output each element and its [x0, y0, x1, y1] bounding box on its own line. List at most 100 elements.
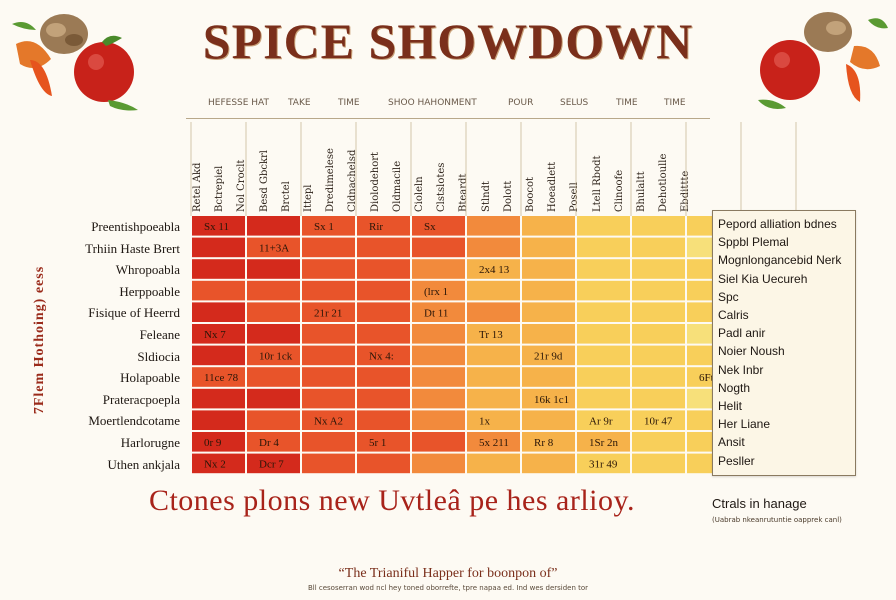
heatmap-cell — [357, 432, 410, 452]
legend-item: Sppbl Plemal — [718, 235, 789, 250]
heatmap-cell — [522, 367, 575, 387]
legend-item: Pesller — [718, 453, 755, 468]
heatmap-cell — [192, 410, 245, 430]
heatmap-cell — [632, 432, 685, 452]
heatmap-cell-label: Nx 4: — [369, 351, 394, 363]
heatmap-cell — [357, 324, 410, 344]
heatmap-cell — [247, 259, 300, 279]
row-label: Whropoabla — [115, 262, 180, 278]
heatmap-cell — [247, 367, 300, 387]
heatmap-cell — [522, 432, 575, 452]
heatmap-cell — [522, 302, 575, 322]
heatmap-cell — [357, 453, 410, 474]
heatmap-cell-label: 31r 49 — [589, 459, 618, 471]
heatmap-cell — [192, 432, 245, 452]
heatmap-cell — [357, 237, 410, 258]
legend-item: Calris — [718, 308, 749, 322]
row-label: Holapoable — [120, 370, 180, 386]
heatmap-cell — [577, 345, 630, 366]
heatmap-cell-label: 0r 9 — [204, 437, 222, 449]
top-header: TIME — [616, 98, 638, 108]
heatmap-cell — [632, 237, 685, 258]
legend-item: Noier Noush — [718, 344, 785, 359]
heatmap-cell-label: Nx 7 — [204, 329, 226, 341]
heatmap-cell — [522, 324, 575, 344]
heatmap-cell — [302, 453, 355, 474]
heatmap-cell — [522, 259, 575, 279]
heatmap-cell — [632, 367, 685, 387]
heatmap-cell-label: (lrx 1 — [424, 286, 448, 298]
legend-item: Siel Kia Uecureh — [718, 271, 808, 286]
top-header: SELUS — [560, 98, 589, 108]
heatmap-cell-label: 10r 1ck — [259, 351, 293, 363]
heatmap-cell — [577, 388, 630, 409]
heatmap-cell — [467, 367, 520, 387]
top-header: SHOO HAHONMENT — [388, 98, 477, 108]
heatmap-cell-label: Nx A2 — [314, 415, 343, 427]
heatmap-cell-label: 2x4 13 — [479, 264, 510, 276]
quote-subtext: Bll cesoserran wod ncl hey toned oborref… — [307, 584, 589, 592]
heatmap-cell — [412, 237, 465, 258]
heatmap-cell — [412, 432, 465, 452]
heatmap-cell — [522, 410, 575, 430]
legend-item: Helit — [718, 399, 743, 413]
heatmap-cell-label: Sx 1 — [314, 221, 334, 233]
heatmap-cell — [577, 237, 630, 258]
heatmap-cell — [632, 324, 685, 344]
heatmap-cell — [522, 388, 575, 409]
heatmap-frame — [186, 118, 710, 475]
heatmap-cell — [192, 324, 245, 344]
heatmap-cell — [412, 367, 465, 387]
heatmap-cell — [192, 367, 245, 387]
heatmap-cell — [577, 280, 630, 301]
heatmap-cell-label: 21r 9d — [534, 351, 563, 363]
heatmap-cell — [302, 259, 355, 279]
heatmap-cell — [412, 216, 465, 236]
heatmap-cell — [577, 367, 630, 387]
heatmap-cell-label: Dr 4 — [259, 437, 279, 449]
top-header: TIME — [338, 98, 360, 108]
heatmap-cell — [467, 280, 520, 301]
heatmap-cell-label: Rir — [369, 221, 383, 233]
heatmap-cell-label: 1x — [479, 415, 491, 427]
heatmap-cell — [357, 388, 410, 409]
heatmap-cell — [247, 410, 300, 430]
spice-vegetable-decoration-right — [750, 4, 890, 125]
row-label: Herppoable — [119, 283, 180, 299]
heatmap-cell — [302, 410, 355, 430]
heatmap-cell — [192, 388, 245, 409]
heatmap-cell — [302, 302, 355, 322]
heatmap-cell — [357, 367, 410, 387]
heatmap-cell — [522, 345, 575, 366]
heatmap-cell-label: 5x 211 — [479, 437, 509, 449]
heatmap-cell — [357, 302, 410, 322]
heatmap-cell — [192, 280, 245, 301]
heatmap-cell — [412, 302, 465, 322]
summary-caption: Ctones plons new Uvtleâ pe hes arlioy. — [0, 484, 896, 518]
heatmap-cell — [302, 432, 355, 452]
heatmap-cell — [357, 280, 410, 301]
heatmap-cell — [247, 388, 300, 409]
heatmap-cell — [467, 388, 520, 409]
legend-item: Padl anir — [718, 326, 766, 341]
heatmap-cell — [577, 432, 630, 452]
heatmap-cell-label: Dcr 7 — [259, 459, 284, 471]
heatmap-cell — [467, 345, 520, 366]
top-header: TIME — [664, 98, 686, 108]
heatmap-cell-label: 10r 47 — [644, 415, 673, 427]
heatmap-cell — [577, 324, 630, 344]
heatmap-cell — [247, 345, 300, 366]
heatmap-cell-label: 11+3A — [259, 243, 289, 255]
heatmap-cell — [632, 388, 685, 409]
heatmap-cell — [412, 410, 465, 430]
heatmap-cell — [192, 345, 245, 366]
heatmap-cell — [247, 324, 300, 344]
heatmap-cell — [577, 216, 630, 236]
heatmap-cell-label: Ar 9r — [589, 415, 613, 427]
row-label: Moertlendcotame — [88, 413, 180, 429]
heatmap-cell — [247, 237, 300, 258]
heatmap-cell-label: 1Sr 2n — [589, 437, 619, 449]
row-label: Uthen ankjala — [107, 456, 180, 472]
heatmap-cell — [247, 453, 300, 474]
heatmap-cell — [357, 345, 410, 366]
